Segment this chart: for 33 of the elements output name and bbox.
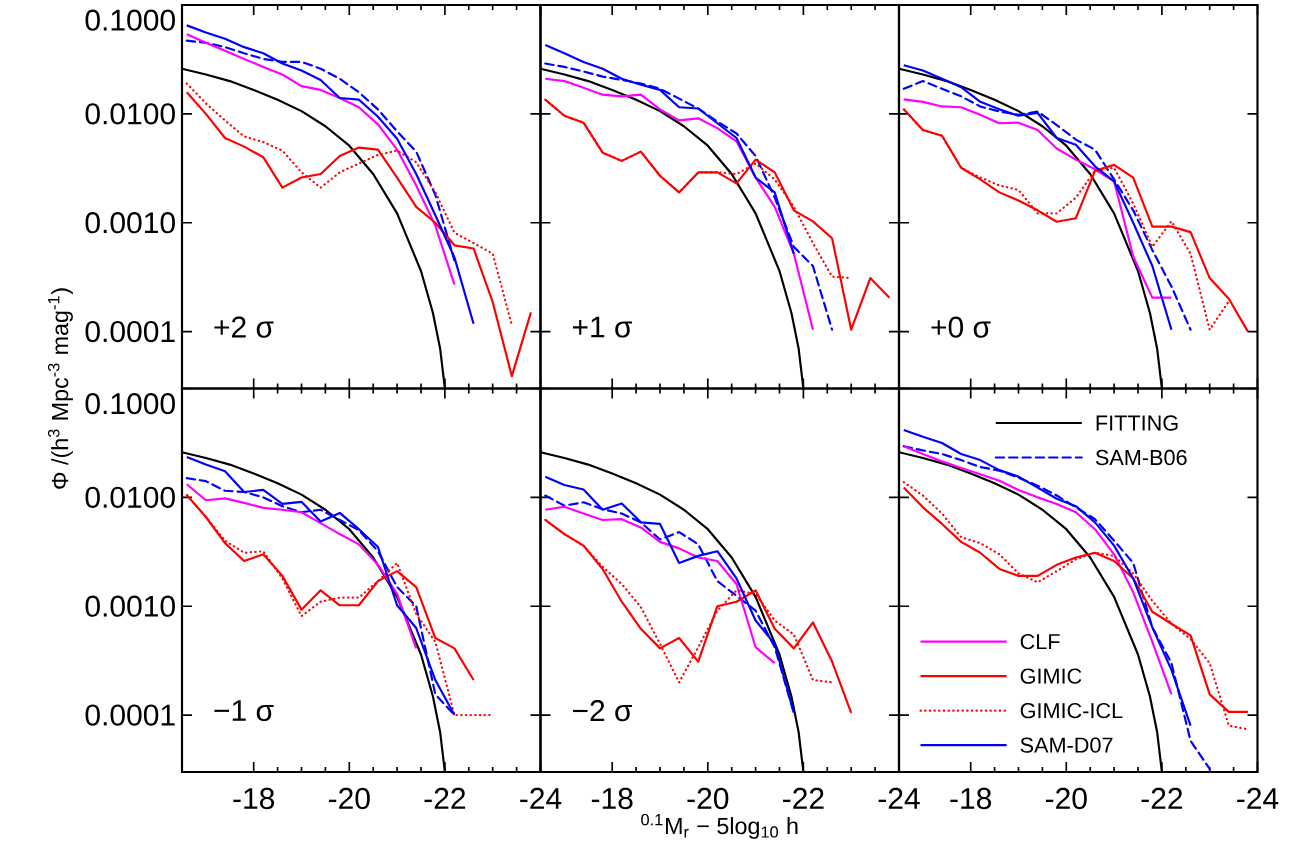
x-tick-label: -20 [687,787,729,810]
x-axis-title: $^{0.1}$M$_{r}$ − 5log$_{10}$ h [641,813,798,839]
annotation: +1 σ [572,316,633,338]
y-tick-label: 0.0001 [85,320,175,343]
legend-label: FITTING [1096,415,1178,431]
legend-label: GIMIC-ICL [1020,702,1123,719]
legend-label: SAM-D07 [1020,737,1113,753]
x-tick-label: -22 [424,787,466,809]
legend-label: SAM-B06 [1095,449,1187,466]
x-tick-label: -18 [591,787,633,810]
x-tick-label: -18 [950,787,992,810]
legend-label: GIMIC [1020,668,1082,684]
x-tick-label: -18 [233,787,275,810]
annotation: +0 σ [931,316,991,338]
y-tick-label: 0.0010 [85,595,175,617]
x-tick-label: -22 [1141,787,1183,809]
legend-label: CLF [1020,633,1060,650]
x-tick-label: -20 [328,787,370,810]
x-tick-label: -20 [1045,787,1087,810]
y-axis-title: Φ /(h$^{3}$ Mpc$^{-3}$ mag$^{-1}$) [47,288,73,489]
x-tick-label: -22 [783,787,824,809]
y-tick-label: 0.0100 [85,103,175,125]
annotation: +2 σ [214,316,274,338]
y-tick-label: 0.0001 [85,704,175,726]
y-tick-label: 0.0100 [85,486,175,508]
x-tick-label: -24 [520,787,562,809]
x-tick-label: -24 [878,787,920,809]
x-tick-label: -24 [1237,787,1279,809]
annotation: −1 σ [214,700,274,722]
annotation: −2 σ [572,700,633,722]
y-tick-label: 0.1000 [85,9,175,31]
y-tick-label: 0.0010 [85,212,175,234]
y-tick-label: 0.1000 [85,393,175,415]
